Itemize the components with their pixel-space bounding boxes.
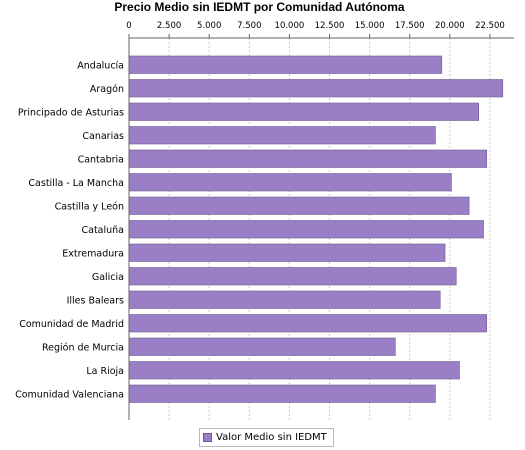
category-label: Extremadura <box>62 248 124 259</box>
bar <box>128 126 436 145</box>
bar <box>128 290 441 309</box>
category-label: Castilla y León <box>55 201 124 212</box>
bar <box>128 361 460 380</box>
bar <box>128 243 446 262</box>
bar <box>128 337 396 356</box>
legend-label: Valor Medio sin IEDMT <box>216 432 327 443</box>
category-label: Comunidad Valenciana <box>15 389 124 400</box>
bar <box>128 267 457 286</box>
category-label: Galicia <box>92 272 124 283</box>
bar <box>128 196 470 215</box>
category-label: Castilla - La Mancha <box>28 178 124 189</box>
axes <box>128 37 514 420</box>
category-label: Región de Murcia <box>42 342 124 353</box>
chart-title: Precio Medio sin IEDMT por Comunidad Aut… <box>114 0 405 14</box>
category-label: Aragón <box>90 84 124 95</box>
legend: Valor Medio sin IEDMT <box>199 428 334 447</box>
tick-label: 15.000 <box>355 21 385 31</box>
tick-label: 12.500 <box>315 21 345 31</box>
bar <box>128 314 488 333</box>
bar <box>128 384 436 403</box>
tick-label: 2.500 <box>157 21 181 31</box>
bar <box>128 55 443 74</box>
tick-label: 10.000 <box>275 21 305 31</box>
category-label: Principado de Asturias <box>18 107 124 118</box>
category-label: Cantabria <box>78 154 124 165</box>
bar <box>128 102 480 121</box>
bar <box>128 220 484 239</box>
bar <box>128 149 488 168</box>
tick-label: 0 <box>126 21 131 31</box>
category-label: Andalucía <box>77 60 124 71</box>
category-label: La Rioja <box>86 366 124 377</box>
category-label: Illes Balears <box>67 295 124 306</box>
x-axis-ticks: 0 2.500 5.000 7.500 10.000 12.500 15.000 17.500… <box>126 21 505 38</box>
tick-label: 5.000 <box>197 21 221 31</box>
tick-label: 20.000 <box>435 21 465 31</box>
bar <box>128 79 504 98</box>
category-labels: Andalucía Aragón Principado de Asturias Can… <box>15 60 124 400</box>
legend-swatch <box>203 433 212 442</box>
category-label: Comunidad de Madrid <box>19 319 124 330</box>
tick-label: 22.500 <box>475 21 505 31</box>
category-label: Cataluña <box>81 225 124 236</box>
bars <box>128 55 504 403</box>
tick-label: 17.500 <box>395 21 425 31</box>
category-label: Canarias <box>82 131 124 142</box>
tick-label: 7.500 <box>237 21 261 31</box>
bar <box>128 173 452 192</box>
